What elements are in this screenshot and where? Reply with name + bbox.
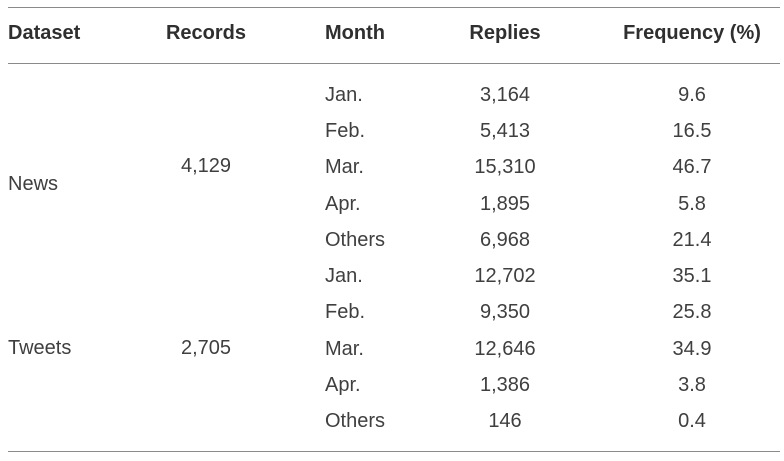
header-rule — [8, 63, 780, 64]
replies-cell: 12,646 — [474, 338, 536, 360]
month-cell: Apr. — [325, 193, 361, 215]
month-cell: Others — [325, 410, 386, 432]
dataset-tweets: Tweets — [8, 337, 72, 359]
month-cell: Mar. — [325, 338, 364, 360]
frequency-cell: 5.8 — [678, 193, 706, 215]
replies-cell: 3,164 — [479, 84, 531, 106]
header-dataset: Dataset — [8, 22, 81, 44]
table-top-rule — [8, 7, 780, 8]
replies-cell: 146 — [488, 410, 522, 432]
frequency-cell: 35.1 — [672, 265, 712, 287]
month-cell: Jan. — [325, 84, 363, 106]
frequency-cell: 9.6 — [678, 84, 706, 106]
month-cell: Feb. — [325, 120, 366, 142]
frequency-cell: 25.8 — [672, 301, 712, 323]
table-bottom-rule — [8, 451, 780, 452]
frequency-cell: 34.9 — [672, 338, 712, 360]
replies-cell: 1,386 — [479, 374, 531, 396]
month-cell: Jan. — [325, 265, 363, 287]
replies-cell: 5,413 — [479, 120, 531, 142]
replies-cell: 15,310 — [474, 156, 536, 178]
frequency-cell: 21.4 — [672, 229, 712, 251]
replies-cell: 6,968 — [479, 229, 531, 251]
records-news: 4,129 — [180, 155, 232, 177]
replies-cell: 9,350 — [479, 301, 531, 323]
month-cell: Mar. — [325, 156, 364, 178]
month-cell: Feb. — [325, 301, 366, 323]
header-frequency: Frequency (%) — [623, 22, 761, 44]
header-replies: Replies — [469, 22, 541, 44]
frequency-cell: 3.8 — [678, 374, 706, 396]
frequency-cell: 16.5 — [672, 120, 712, 142]
month-cell: Others — [325, 229, 386, 251]
frequency-cell: 0.4 — [678, 410, 706, 432]
replies-cell: 1,895 — [479, 193, 531, 215]
month-cell: Apr. — [325, 374, 361, 396]
header-month: Month — [325, 22, 385, 44]
frequency-cell: 46.7 — [672, 156, 712, 178]
records-tweets: 2,705 — [180, 337, 232, 359]
dataset-news: News — [8, 173, 59, 195]
header-records: Records — [165, 22, 247, 44]
replies-cell: 12,702 — [474, 265, 536, 287]
